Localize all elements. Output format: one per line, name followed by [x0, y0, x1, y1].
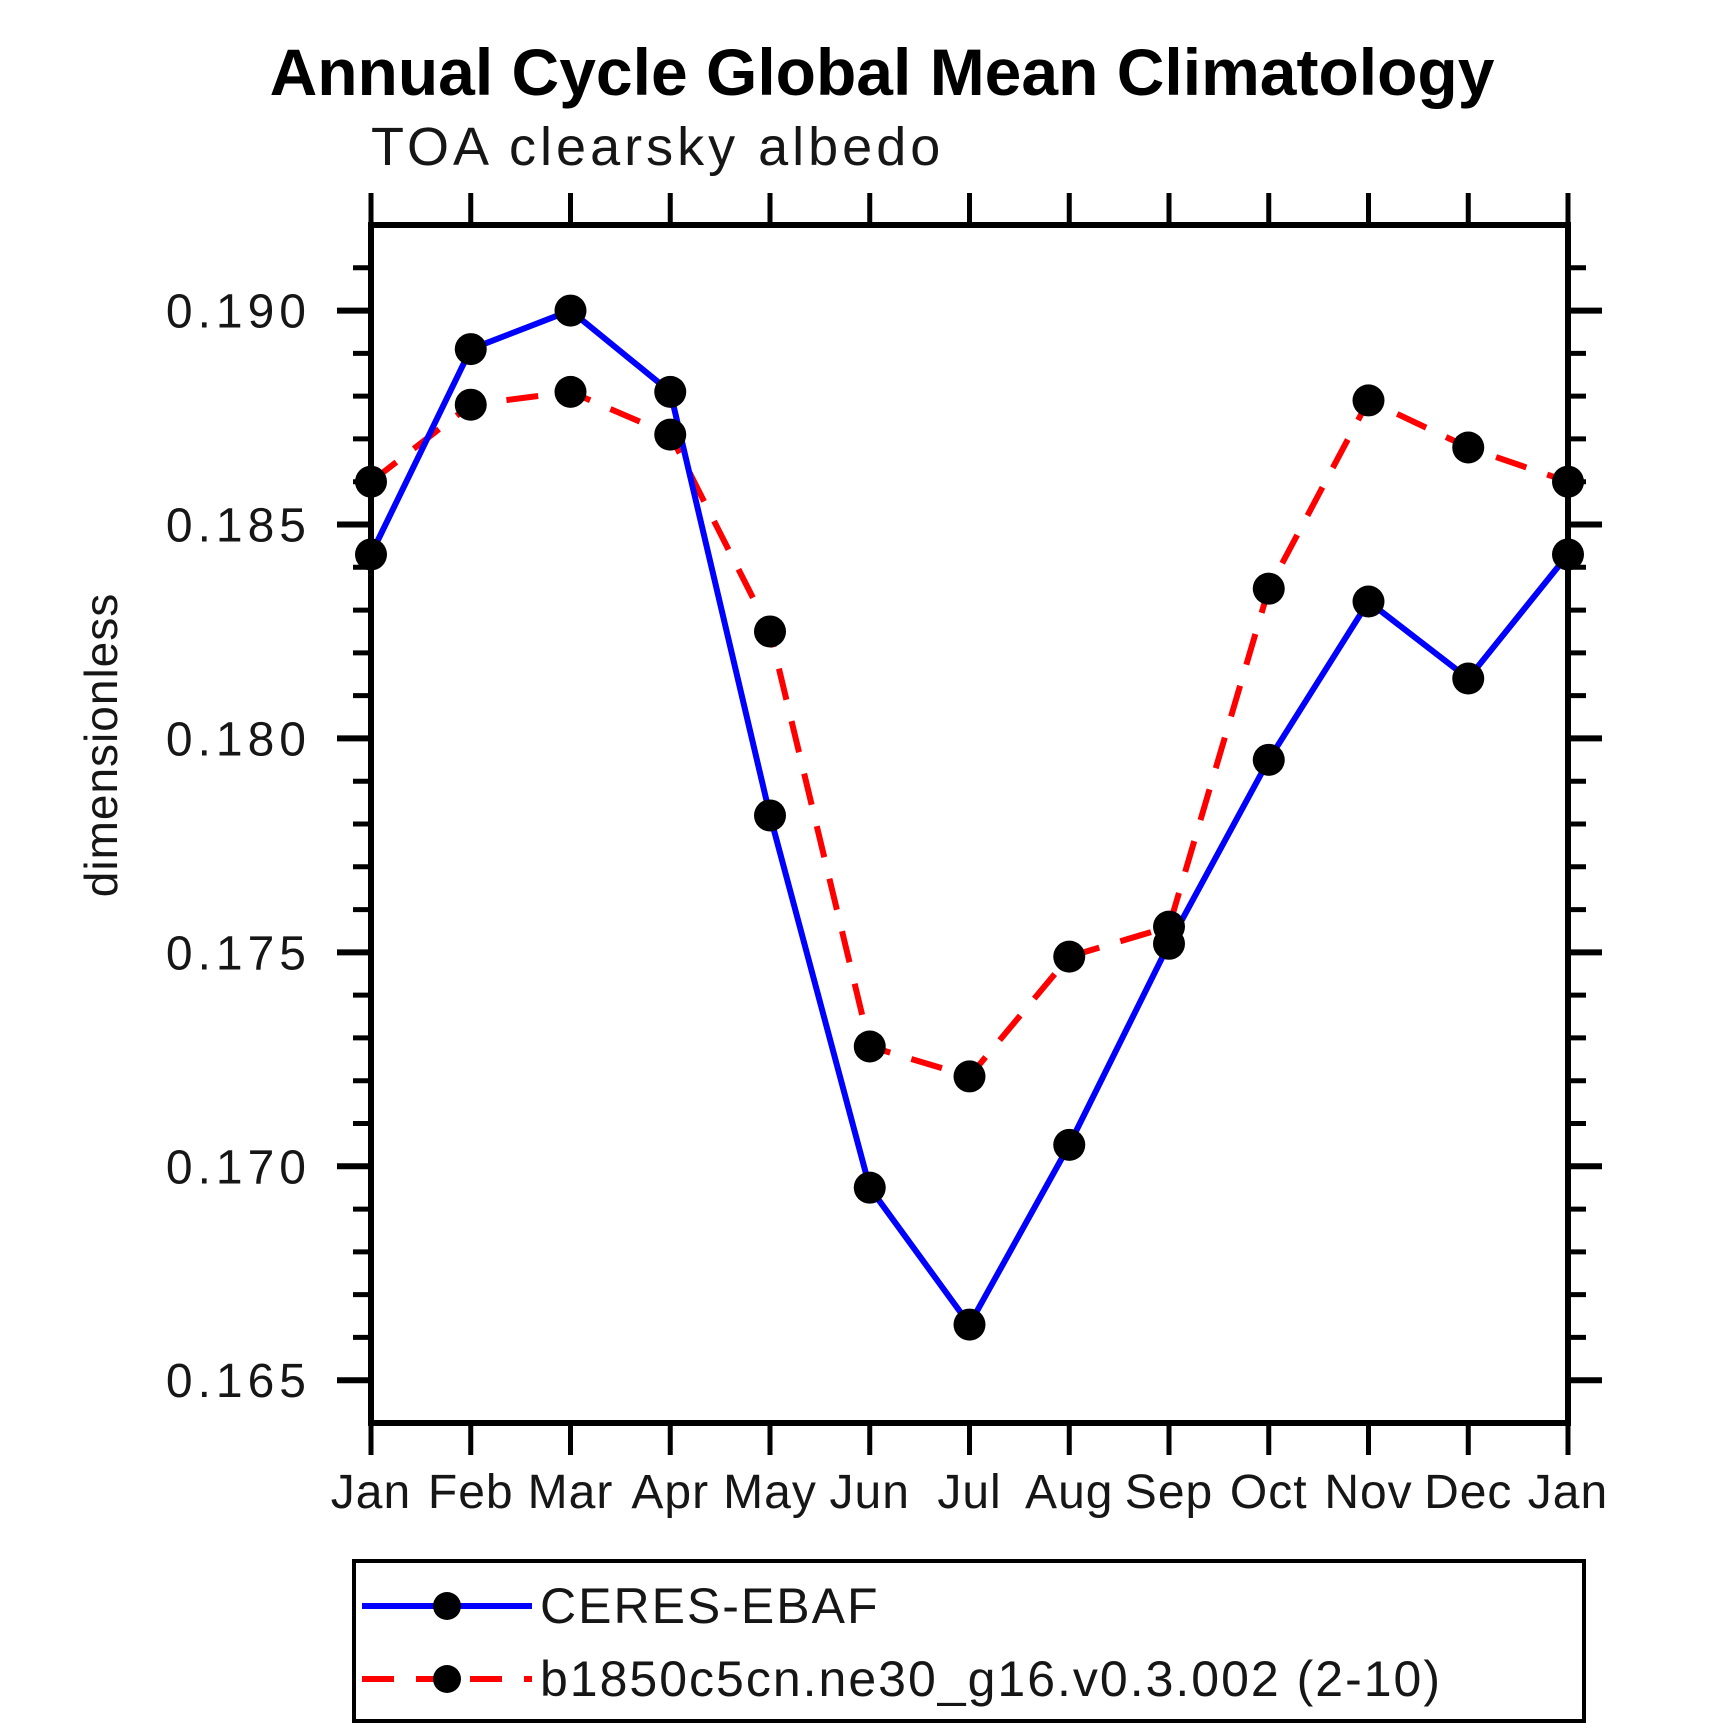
series-line-b1850c5cn-ne30-g16-v0-3- — [369, 388, 1569, 1080]
legend-marker-icon — [433, 1592, 461, 1620]
data-point-marker — [1552, 538, 1584, 571]
y-tick-label: 0.170 — [166, 1141, 311, 1194]
y-tick-label: 0.175 — [166, 927, 311, 980]
data-point-marker — [454, 388, 487, 421]
chart-subtitle: TOA clearsky albedo — [371, 117, 944, 177]
x-tick-label: Jan — [331, 1466, 411, 1519]
y-axis-label: dimensionless — [75, 593, 127, 897]
data-point-marker — [1153, 910, 1185, 943]
x-tick-label: Feb — [428, 1466, 514, 1519]
legend: CERES-EBAF b1850c5cn.ne30_g16.v0.3.002 (… — [352, 1559, 1586, 1723]
data-point-marker — [1252, 572, 1285, 605]
data-point-marker — [654, 375, 687, 408]
data-point-marker — [1452, 431, 1485, 464]
y-tick-label: 0.185 — [166, 500, 311, 553]
data-point-marker — [754, 799, 786, 832]
data-point-marker — [654, 418, 687, 451]
data-point-marker — [853, 1030, 886, 1063]
chart-title: Annual Cycle Global Mean Climatology — [270, 35, 1495, 109]
x-tick-label: Jan — [1528, 1466, 1608, 1519]
data-point-marker — [454, 333, 487, 366]
x-tick-label: Oct — [1230, 1466, 1308, 1519]
data-point-marker — [554, 294, 587, 327]
legend-item-ceres-ebaf: CERES-EBAF — [362, 1578, 880, 1634]
plot-border — [368, 222, 1571, 1426]
x-tick-label: Mar — [528, 1466, 614, 1519]
y-tick-label: 0.165 — [166, 1355, 311, 1408]
plot-area: 0.165 0.170 0.175 0.180 0.185 0.190 Jan Feb Mar A… — [166, 193, 1608, 1519]
data-point-marker — [1452, 662, 1485, 695]
data-point-marker — [953, 1308, 986, 1341]
data-point-marker — [355, 538, 387, 571]
data-point-marker — [754, 615, 786, 648]
data-point-marker — [554, 375, 587, 408]
legend-item-b1850c5cn: b1850c5cn.ne30_g16.v0.3.002 (2-10) — [362, 1651, 1442, 1707]
x-tick-label: May — [723, 1466, 817, 1519]
data-point-marker — [953, 1060, 986, 1093]
x-tick-label: Jun — [830, 1466, 910, 1519]
data-point-marker — [1053, 1128, 1086, 1161]
data-point-marker — [1053, 940, 1086, 973]
x-tick-label: Apr — [631, 1466, 709, 1519]
legend-box — [352, 1559, 1586, 1723]
data-point-marker — [1352, 585, 1385, 618]
y-tick-label: 0.190 — [166, 286, 311, 339]
data-point-marker — [1352, 384, 1385, 417]
x-tick-label: Jul — [937, 1466, 1001, 1519]
x-tick-label: Sep — [1125, 1466, 1213, 1519]
series-line-ceres-ebaf — [368, 307, 1571, 1328]
legend-label: b1850c5cn.ne30_g16.v0.3.002 (2-10) — [540, 1651, 1442, 1707]
data-point-marker — [853, 1171, 886, 1204]
x-tick-label: Dec — [1424, 1466, 1512, 1519]
legend-label: CERES-EBAF — [540, 1578, 880, 1634]
data-point-marker — [1552, 465, 1584, 498]
x-tick-label: Aug — [1025, 1466, 1113, 1519]
y-tick-label: 0.180 — [166, 713, 311, 766]
legend-marker-icon — [433, 1665, 461, 1693]
x-tick-label: Nov — [1324, 1466, 1412, 1519]
data-point-marker — [1252, 743, 1285, 776]
data-point-marker — [355, 465, 387, 498]
